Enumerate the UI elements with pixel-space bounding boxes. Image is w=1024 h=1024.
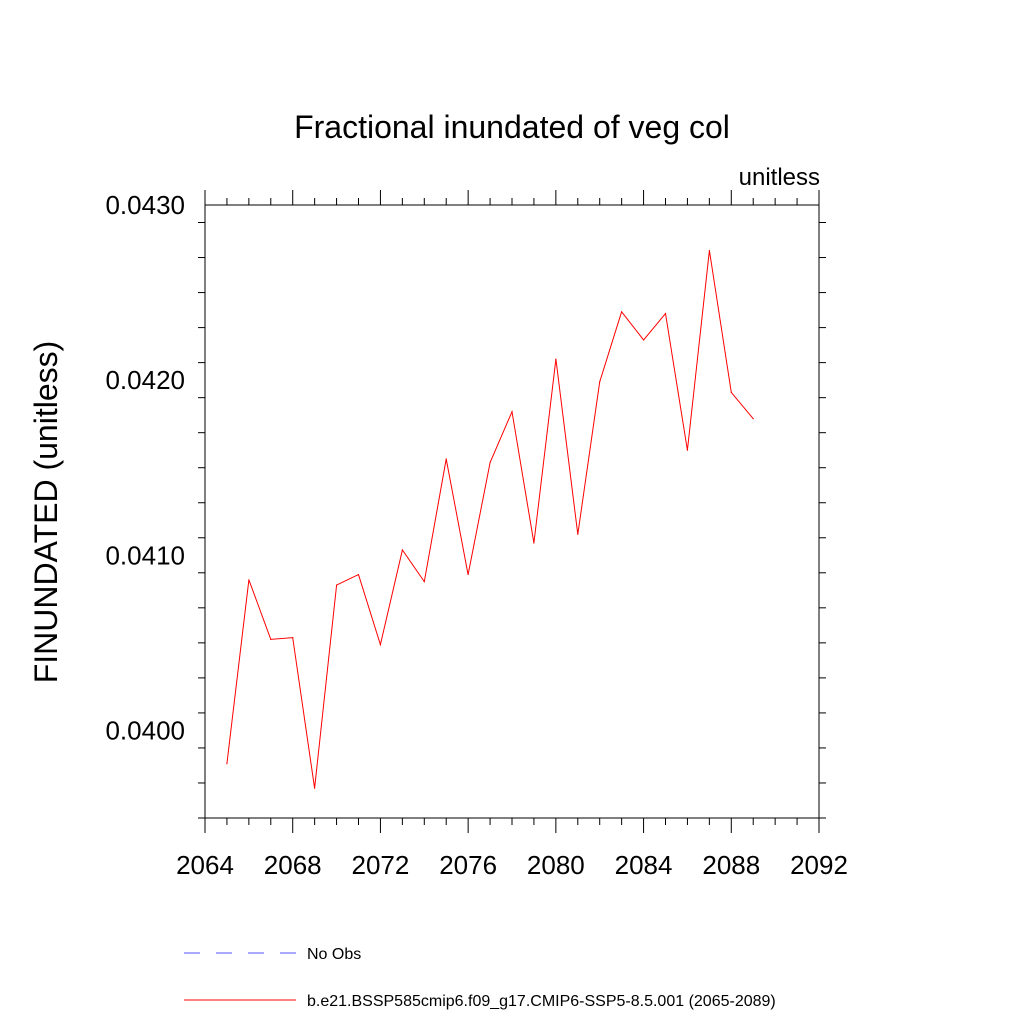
- x-tick-label: 2076: [439, 850, 497, 880]
- y-tick-label: 0.0420: [105, 365, 185, 395]
- data-point: [248, 579, 250, 581]
- data-point: [555, 358, 557, 360]
- data-point: [467, 573, 469, 576]
- x-tick-label: 2072: [352, 850, 410, 880]
- data-point: [533, 542, 535, 544]
- data-point: [292, 637, 294, 639]
- legend-label: b.e21.BSSP585cmip6.f09_g17.CMIP6-SSP5-8.…: [307, 993, 776, 1010]
- data-point: [401, 549, 403, 551]
- y-axis-label: FINUNDATED (unitless): [28, 341, 64, 684]
- x-tick-label: 2064: [176, 850, 234, 880]
- x-tick-label: 2092: [790, 850, 848, 880]
- data-point: [423, 580, 425, 583]
- data-point: [357, 573, 360, 576]
- y-tick-label: 0.0410: [105, 540, 185, 570]
- x-tick-label: 2080: [527, 850, 585, 880]
- data-point: [489, 461, 491, 464]
- legend: No Obs b.e21.BSSP585cmip6.f09_g17.CMIP6-S…: [184, 946, 776, 1010]
- data-point: [314, 787, 316, 789]
- chart-title: Fractional inundated of veg col: [294, 109, 730, 145]
- series-line: [226, 250, 754, 789]
- data-point: [445, 458, 447, 460]
- data-point: [730, 391, 732, 394]
- series-layer: [226, 249, 754, 789]
- x-tick-label: 2068: [264, 850, 322, 880]
- legend-label: No Obs: [307, 946, 361, 963]
- data-point: [621, 311, 623, 313]
- data-point: [379, 644, 382, 646]
- y-tick-label: 0.0430: [105, 190, 185, 220]
- y-tick-label: 0.0400: [105, 715, 185, 745]
- data-point: [642, 339, 645, 341]
- axis-ticks: 2064 2068 2072 2076 2080 2084 2088 2092 0.0400 0.…: [105, 190, 848, 880]
- data-point: [752, 418, 754, 420]
- data-point: [226, 763, 228, 765]
- x-tick-label: 2088: [702, 850, 760, 880]
- data-point: [686, 449, 689, 451]
- data-point: [511, 411, 513, 413]
- data-point: [577, 533, 579, 535]
- plot-frame: [204, 204, 820, 819]
- x-tick-label: 2084: [615, 850, 673, 880]
- data-point: [335, 584, 338, 586]
- data-point: [708, 249, 710, 252]
- units-label: unitless: [739, 164, 820, 191]
- data-point: [664, 312, 667, 315]
- data-point: [270, 638, 272, 640]
- data-point: [599, 381, 601, 383]
